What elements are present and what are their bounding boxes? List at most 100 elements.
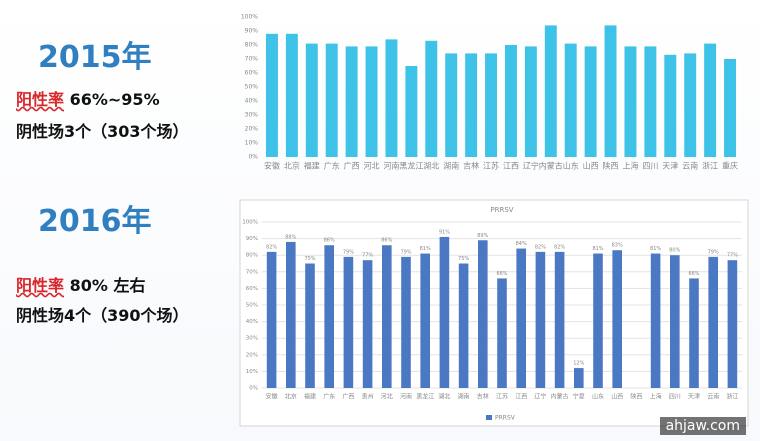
x-tick-label: 北京: [285, 393, 297, 401]
x-tick-label: 内蒙古: [539, 161, 563, 171]
x-tick-label: 安徽: [266, 393, 278, 401]
x-tick-label: 河北: [364, 161, 380, 171]
x-tick-label: 四川: [669, 394, 681, 401]
x-tick-label: 北京: [284, 161, 300, 171]
x-tick-label: 广东: [323, 393, 335, 401]
year-heading: 2015年: [38, 40, 152, 75]
x-tick-label: 福建: [304, 393, 316, 401]
x-tick-label: 云南: [707, 393, 719, 401]
y-tick-label: 60%: [246, 286, 258, 292]
bar: [425, 40, 438, 157]
x-tick-label: 吉林: [477, 393, 489, 401]
data-label: 88%: [285, 234, 296, 240]
bar: [485, 53, 498, 157]
bar: [504, 45, 517, 157]
x-tick-label: 黑龙江: [416, 393, 434, 401]
rate-line: 阳性率 80% 左右: [16, 272, 145, 296]
x-tick-label: 辽宁: [534, 393, 546, 401]
y-tick-label: 100%: [241, 14, 258, 21]
bar: [708, 256, 718, 388]
bar: [689, 278, 699, 388]
bar: [305, 43, 318, 157]
data-label: 75%: [304, 256, 315, 262]
bar: [265, 33, 278, 157]
data-label: 66%: [688, 271, 699, 277]
legend-label: PRRSV: [495, 415, 516, 422]
y-tick-label: 60%: [245, 70, 259, 77]
rate-value: 66%~95%: [69, 90, 160, 109]
bar: [704, 43, 717, 157]
bar: [535, 251, 546, 388]
data-label: 89%: [477, 233, 488, 239]
x-tick-label: 广西: [344, 161, 360, 171]
x-tick-label: 广东: [324, 161, 340, 171]
data-label: 82%: [535, 244, 546, 250]
bar: [439, 236, 450, 388]
bar: [593, 253, 603, 388]
bar: [465, 53, 478, 157]
y-tick-label: 50%: [245, 84, 259, 91]
bar: [405, 66, 418, 157]
bar: [345, 46, 358, 157]
data-label: 86%: [324, 238, 335, 244]
bar: [584, 46, 597, 157]
data-label: 79%: [343, 249, 354, 255]
x-tick-label: 上海: [650, 393, 662, 401]
watermark: ahjaw.com: [659, 417, 746, 435]
x-tick-label: 江西: [515, 394, 527, 401]
x-tick-label: 内蒙古: [551, 393, 569, 401]
data-label: 75%: [458, 256, 469, 262]
y-tick-label: 40%: [245, 98, 259, 105]
y-tick-label: 30%: [245, 112, 259, 119]
bar: [554, 251, 565, 388]
y-tick-label: 20%: [245, 126, 259, 133]
bar: [382, 245, 392, 388]
data-label: 81%: [592, 246, 603, 252]
bar: [365, 46, 378, 157]
bar: [305, 263, 315, 388]
data-label: 82%: [266, 244, 277, 250]
legend-swatch: [486, 415, 492, 420]
x-tick-label: 重庆: [722, 161, 738, 171]
bar: [343, 256, 354, 388]
y-tick-label: 70%: [246, 269, 258, 275]
y-tick-label: 50%: [246, 303, 258, 309]
bar: [385, 39, 398, 157]
bar: [420, 253, 430, 388]
bar: [724, 59, 737, 157]
data-label: 81%: [650, 246, 661, 252]
bar: [664, 54, 677, 157]
x-tick-label: 江苏: [483, 161, 499, 171]
y-tick-label: 90%: [246, 236, 258, 242]
bar: [564, 43, 577, 157]
data-label: 12%: [573, 361, 584, 367]
bar: [362, 260, 373, 388]
bar: [670, 255, 680, 388]
bar: [445, 53, 458, 157]
x-tick-label: 湖南: [443, 161, 459, 171]
data-label: 91%: [439, 229, 450, 235]
x-tick-label: 陕西: [603, 161, 619, 171]
data-label: 77%: [727, 253, 738, 259]
x-tick-label: 湖北: [438, 393, 450, 401]
data-label: 84%: [516, 241, 527, 247]
x-tick-label: 上海: [622, 161, 638, 171]
bar: [612, 250, 622, 388]
rate-label: 阳性率: [16, 276, 65, 295]
y-tick-label: 40%: [246, 319, 258, 325]
data-label: 77%: [362, 253, 373, 259]
bar: [325, 43, 338, 157]
data-label: 80%: [669, 248, 680, 254]
rate-line: 阳性率 66%~95%: [16, 86, 160, 110]
bar: [650, 253, 661, 388]
x-tick-label: 山西: [611, 393, 623, 401]
chart-title: PRRSV: [490, 206, 513, 214]
data-label: 79%: [400, 249, 411, 255]
y-tick-label: 10%: [246, 369, 258, 375]
y-tick-label: 30%: [246, 336, 258, 342]
x-tick-label: 福建: [304, 161, 320, 171]
x-tick-label: 山西: [583, 161, 599, 171]
negative-line: 阴性场4个（390个场）: [16, 306, 189, 325]
data-label: 82%: [554, 244, 565, 250]
